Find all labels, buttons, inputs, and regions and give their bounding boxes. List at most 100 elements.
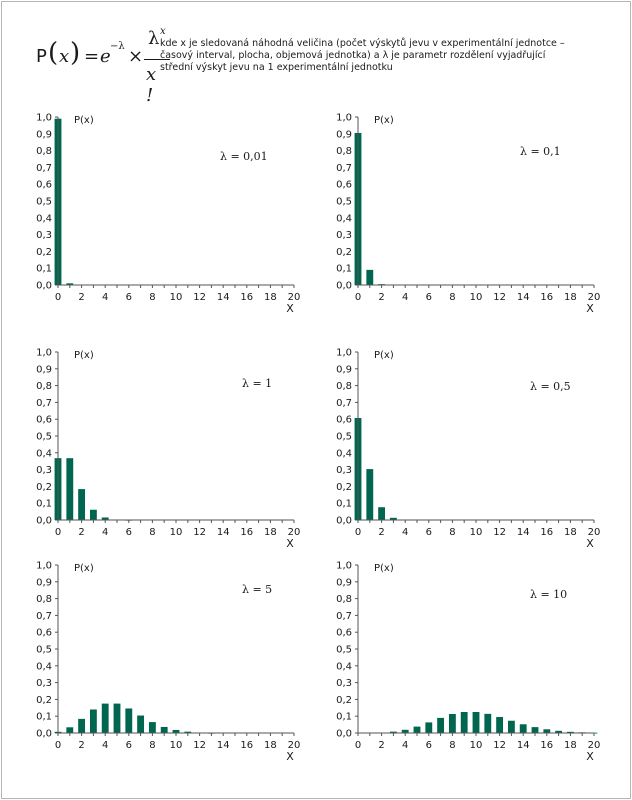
description-line: kde x je sledovaná náhodná veličina (poč… [160, 38, 565, 49]
x-tick-label: 4 [102, 527, 108, 538]
lambda-annotation: λ = 0,01 [220, 150, 268, 163]
x-tick-label: 14 [517, 527, 530, 538]
y-tick-label: 0,2 [36, 695, 52, 706]
y-tick-label: 0,7 [336, 611, 352, 622]
y-tick-label: 0,9 [336, 364, 352, 375]
lambda-annotation: λ = 0,5 [530, 380, 571, 393]
bar [531, 727, 539, 733]
x-tick-label: 4 [102, 740, 108, 751]
lambda-annotation: λ = 5 [242, 583, 272, 596]
y-tick-label: 0,3 [336, 465, 352, 476]
x-tick-label: 8 [449, 527, 455, 538]
x-tick-label: 2 [78, 527, 84, 538]
x-tick-label: 6 [426, 527, 432, 538]
y-tick-label: 0,6 [336, 628, 352, 639]
y-tick-label: 0,1 [336, 712, 352, 723]
y-tick-label: 0,4 [36, 448, 52, 459]
bar [148, 722, 156, 733]
y-tick-label: 0,0 [336, 729, 352, 740]
bar [460, 712, 468, 733]
x-tick-label: 20 [588, 527, 601, 538]
bar [160, 726, 168, 733]
x-tick-label: 8 [149, 527, 155, 538]
x-tick-label: 0 [55, 740, 61, 751]
bar [101, 703, 109, 733]
bar [507, 720, 515, 733]
x-tick-label: 12 [493, 292, 506, 303]
x-tick-label: 18 [564, 527, 577, 538]
bar [425, 722, 433, 733]
bar [484, 713, 492, 733]
chart-lambda-1: 0,0 0,1 0,2 0,3 0,4 0,5 0,6 0,7 0,8 0,9 1,0 0 2 4 6 8 10… [36, 348, 300, 551]
formula-lambda: λ [148, 28, 160, 49]
x-tick-label: 12 [493, 740, 506, 751]
x-tick-label: 8 [149, 740, 155, 751]
chart-lambda-5: 0,0 0,1 0,2 0,3 0,4 0,5 0,6 0,7 0,8 0,9 1,0 0 2 4 6 8 10… [36, 561, 301, 764]
y-tick-label: 0,0 [36, 516, 52, 527]
y-tick-label: 0,8 [336, 146, 352, 157]
x-tick-label: 2 [378, 292, 384, 303]
bar [78, 489, 86, 520]
y-axis-title: P(x) [74, 350, 94, 361]
x-tick-label: 4 [402, 292, 408, 303]
x-tick-label: 16 [240, 527, 253, 538]
bar [66, 727, 74, 733]
y-tick-label: 1,0 [336, 348, 352, 359]
x-axis-title: X [586, 750, 594, 763]
x-tick-label: 14 [217, 292, 230, 303]
bar [555, 730, 563, 733]
y-tick-label: 0,1 [336, 264, 352, 275]
chart-lambda-0-01: 0,0 0,1 0,2 0,3 0,4 0,5 0,6 0,7 0,8 0,9 1,0 0 2 4 6 8 10… [36, 113, 300, 316]
y-tick-label: 0,3 [36, 678, 52, 689]
y-tick-label: 0,0 [36, 729, 52, 740]
formula-x: x [59, 46, 70, 67]
bar [543, 729, 551, 733]
x-tick-label: 16 [540, 527, 553, 538]
y-tick-label: 0,9 [36, 577, 52, 588]
y-tick-label: 0,8 [36, 381, 52, 392]
bar [78, 718, 86, 733]
x-tick-label: 6 [426, 292, 432, 303]
description-line: střední výskyt jevu na 1 experimentální … [160, 62, 393, 73]
x-tick-label: 16 [540, 292, 553, 303]
x-tick-label: 20 [288, 740, 301, 751]
x-tick-label: 12 [193, 740, 206, 751]
formula-fraction-bar [144, 59, 170, 60]
y-tick-label: 0,3 [336, 230, 352, 241]
formula-lambda-exponent: x [160, 26, 166, 37]
y-tick-label: 0,4 [336, 213, 352, 224]
y-tick-label: 0,1 [36, 712, 52, 723]
bar [566, 731, 574, 733]
y-tick-label: 0,7 [336, 163, 352, 174]
y-tick-label: 0,3 [36, 465, 52, 476]
chart-lambda-10: 0,0 0,1 0,2 0,3 0,4 0,5 0,6 0,7 0,8 0,9 1,0 0 2 4 6 8 10… [336, 561, 600, 764]
bar [413, 726, 421, 733]
x-tick-label: 14 [217, 740, 230, 751]
chart-lambda-0-1: 0,0 0,1 0,2 0,3 0,4 0,5 0,6 0,7 0,8 0,9 1,0 0 2 4 6 8 10… [336, 113, 600, 316]
x-tick-label: 18 [564, 740, 577, 751]
y-tick-label: 0,8 [336, 381, 352, 392]
bar [113, 703, 121, 733]
x-tick-label: 4 [402, 527, 408, 538]
x-tick-label: 12 [193, 292, 206, 303]
x-tick-label: 2 [378, 740, 384, 751]
x-axis-title: X [286, 302, 294, 315]
x-tick-label: 10 [170, 292, 183, 303]
y-tick-label: 0,0 [36, 281, 52, 292]
y-tick-label: 0,7 [336, 398, 352, 409]
y-tick-label: 0,8 [36, 146, 52, 157]
x-tick-label: 0 [355, 292, 361, 303]
x-tick-label: 18 [264, 740, 277, 751]
y-tick-label: 0,5 [36, 432, 52, 443]
x-tick-label: 8 [449, 740, 455, 751]
bar [496, 717, 504, 733]
y-tick-label: 0,1 [336, 499, 352, 510]
x-tick-label: 2 [78, 292, 84, 303]
y-tick-label: 0,0 [336, 516, 352, 527]
bar [66, 458, 74, 520]
x-axis-title: X [286, 750, 294, 763]
x-tick-label: 12 [493, 527, 506, 538]
formula-exponent: −λ [110, 41, 125, 52]
y-tick-label: 1,0 [36, 348, 52, 359]
description-line: časový interval, plocha, objemová jednot… [160, 50, 546, 61]
